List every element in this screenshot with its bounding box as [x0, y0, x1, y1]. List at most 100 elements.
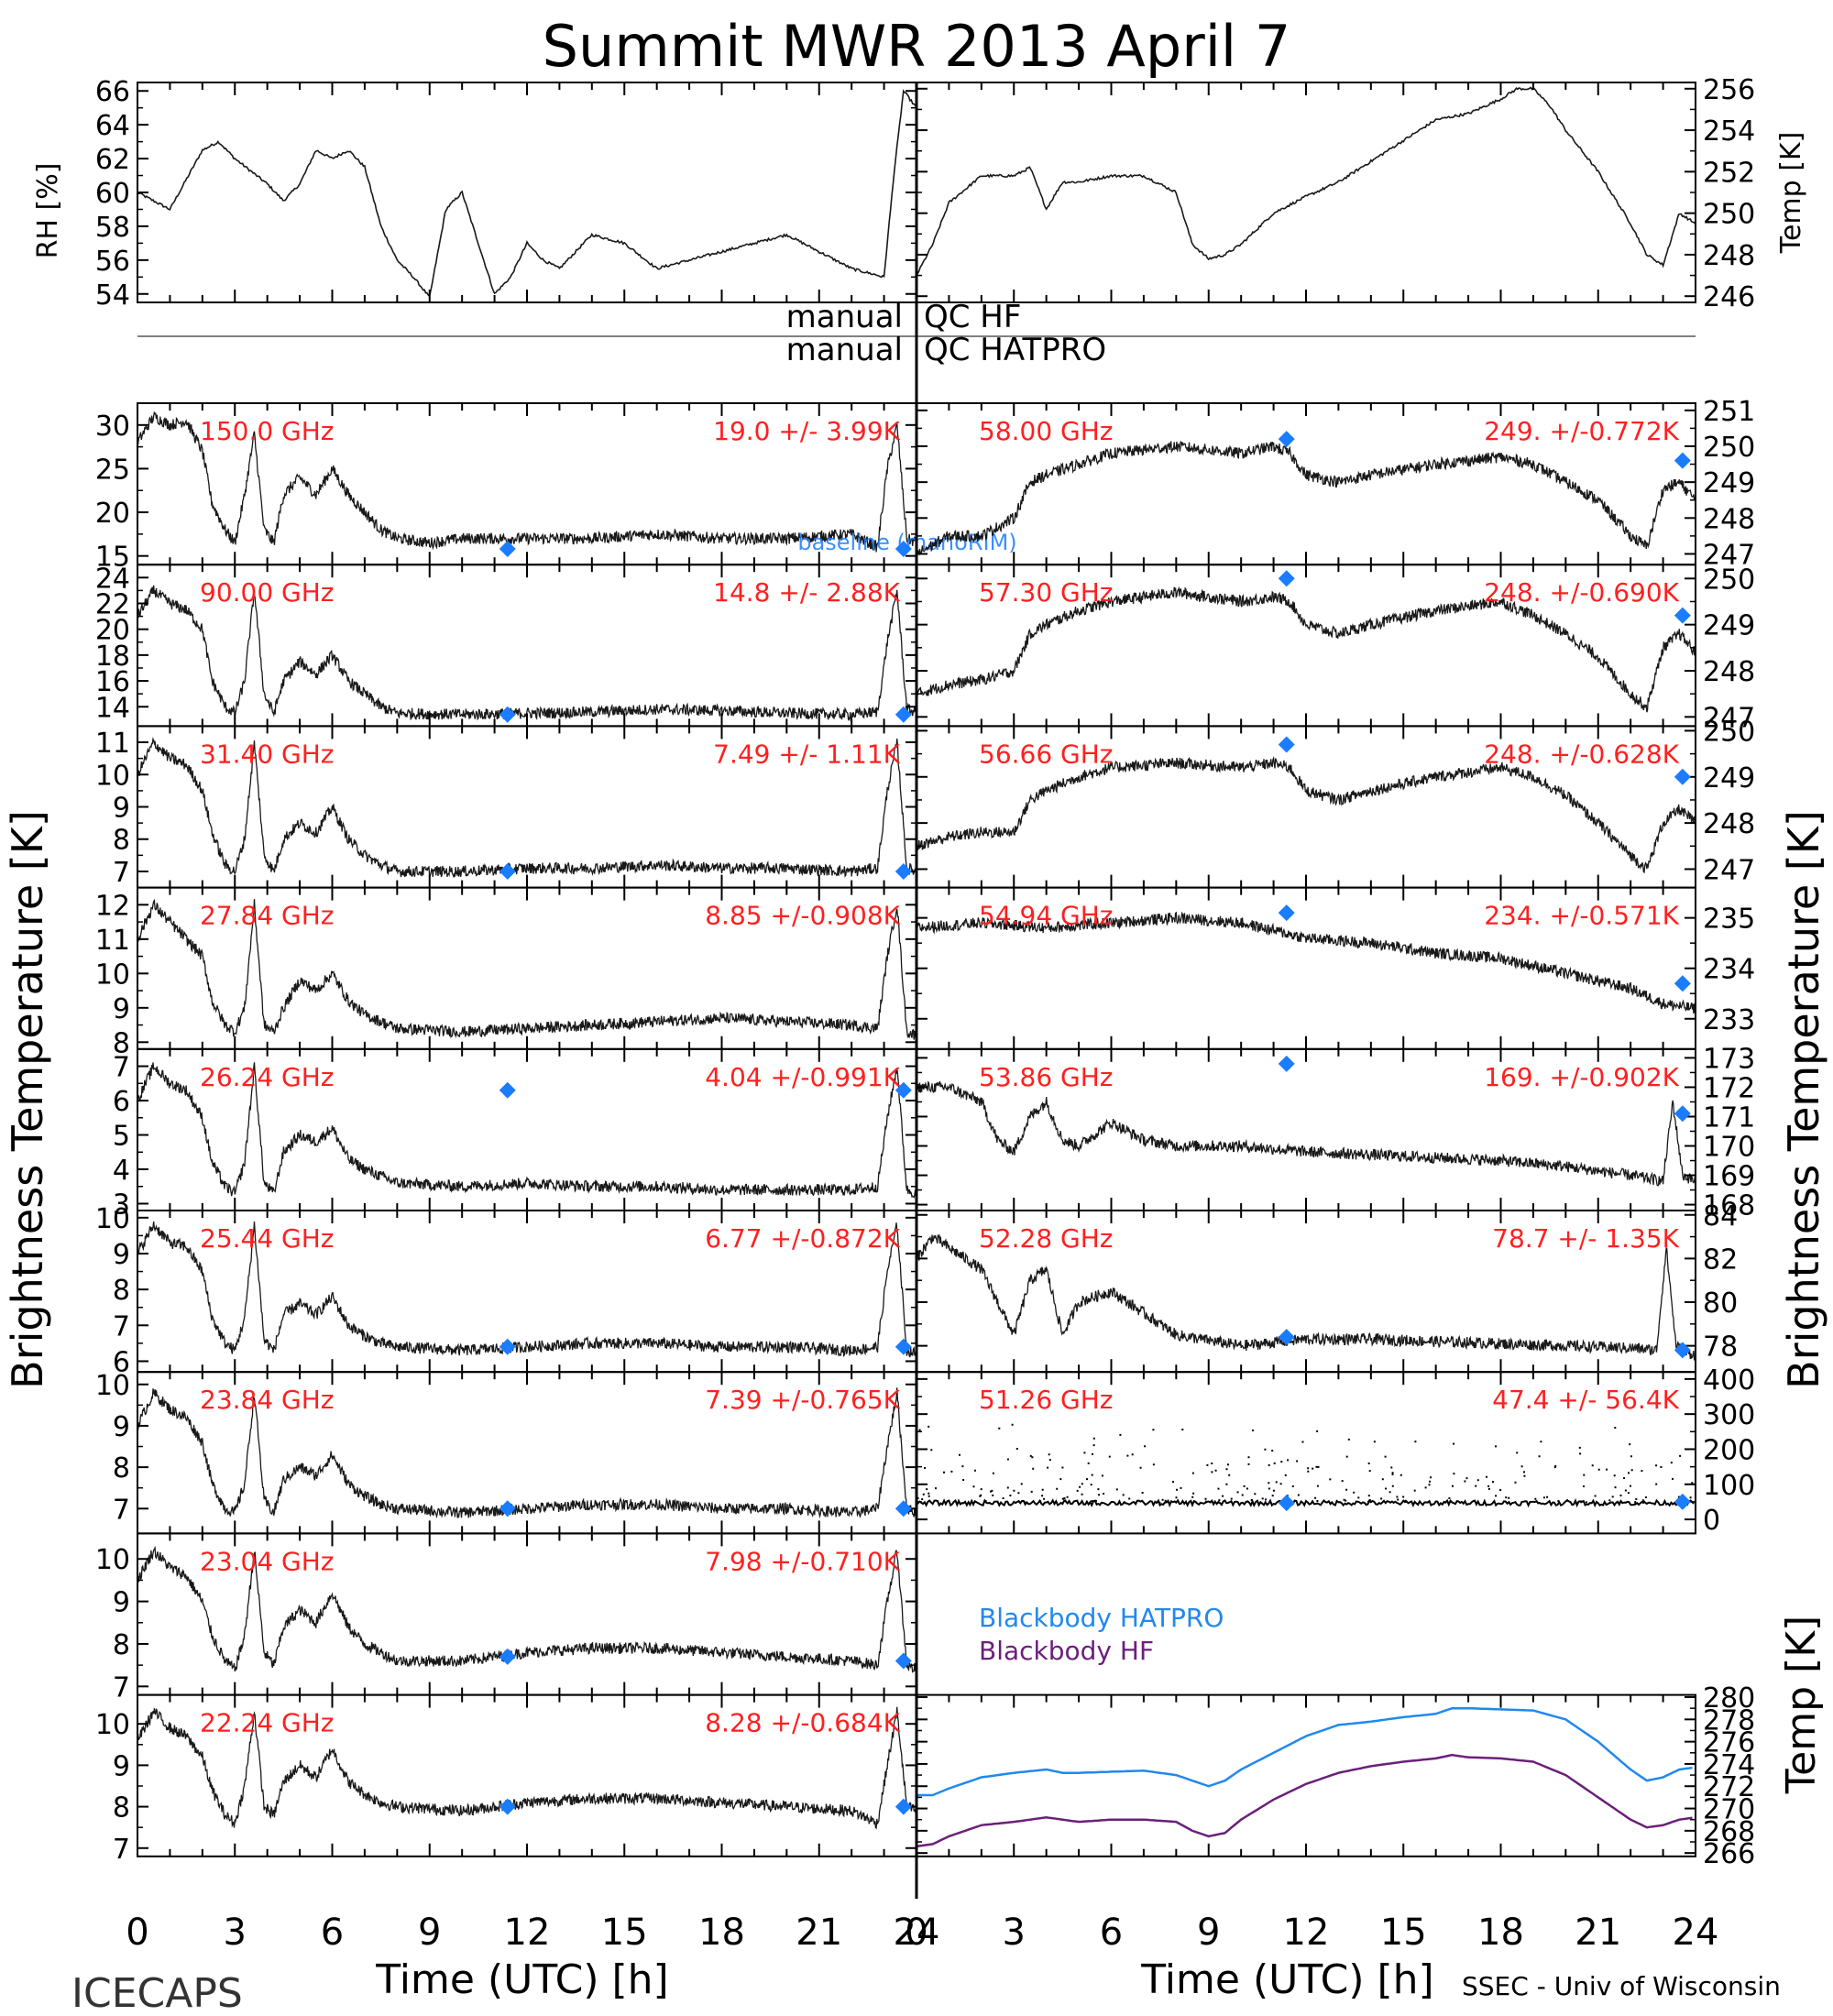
panel-temp-ytick-label: 254: [1703, 115, 1755, 148]
panel-bb-ytick-label: 270: [1703, 1794, 1755, 1826]
xtick-label-left: 9: [418, 1912, 441, 1954]
note-f150: baseline (manoRIM): [797, 530, 1016, 555]
trace-f56: [916, 755, 1696, 874]
xtick-label-right: 3: [1003, 1912, 1026, 1954]
stats-label-f52: 78.7 +/- 1.35K: [1492, 1223, 1679, 1254]
panel-f22-ytick-label: 7: [113, 1834, 130, 1866]
panel-rh-ytick-label: 56: [95, 246, 130, 278]
panel-f26-ytick-label: 4: [113, 1155, 130, 1187]
panel-bb-ytick-label: 268: [1703, 1816, 1755, 1848]
panel-temp-ytick-label: 256: [1703, 74, 1755, 106]
panel-f56-ytick-label: 250: [1703, 716, 1755, 748]
panel-f23_0: 7 8 9 10 23.04 GHz 7.98 +/-0.710K: [95, 1532, 917, 1704]
panel-f56-ytick-label: 248: [1703, 808, 1755, 840]
freq-label-f56: 56.66 GHz: [979, 739, 1114, 769]
marker-f150-0: [499, 541, 516, 558]
trace-f54: [916, 911, 1696, 1014]
stats-label-f58: 249. +/-0.772K: [1484, 416, 1679, 446]
xtick-label-left: 21: [796, 1912, 842, 1954]
marker-f54-0: [1278, 904, 1295, 922]
panel-f58-ytick-label: 250: [1703, 432, 1755, 464]
trace-f90: [137, 585, 916, 722]
marker-f22-1: [895, 1798, 912, 1815]
footer-icecaps: ICECAPS: [71, 1970, 243, 2016]
trace-f53: [916, 1080, 1696, 1187]
panel-f25-ytick-label: 7: [113, 1310, 130, 1342]
panel-f53-ytick-label: 169: [1703, 1161, 1755, 1193]
panel-f22-ytick-label: 10: [95, 1709, 130, 1741]
panel-f52-ytick-label: 84: [1703, 1200, 1738, 1233]
trace-f31: [137, 737, 916, 879]
panel-f54-ytick-label: 235: [1703, 904, 1755, 936]
xtick-label-right: 18: [1477, 1912, 1524, 1954]
panel-f56-ytick-label: 247: [1703, 854, 1755, 886]
panel-f52-ytick-label: 82: [1703, 1244, 1738, 1276]
panel-f27-ytick-label: 11: [95, 925, 130, 957]
xtick-label-left: 6: [321, 1912, 344, 1954]
panel-f90-ytick-label: 20: [95, 615, 130, 647]
temp-axis-label: Temp [K]: [1775, 132, 1807, 255]
panel-f31-ytick-label: 8: [113, 825, 130, 857]
panel-bb-ytick-label: 272: [1703, 1771, 1755, 1803]
panel-bb-ytick-label: 274: [1703, 1749, 1755, 1781]
panel-f51-ytick-label: 200: [1703, 1434, 1755, 1466]
marker-f26-1: [895, 1081, 912, 1099]
freq-label-f27: 27.84 GHz: [200, 901, 335, 931]
stats-label-f27: 8.85 +/-0.908K: [705, 901, 900, 931]
xtick-label-left: 15: [601, 1912, 648, 1954]
trace-f52: [916, 1233, 1696, 1361]
panel-f58-ytick-label: 247: [1703, 539, 1755, 571]
spikes-f51: [916, 1423, 1696, 1504]
stats-label-f22: 8.28 +/-0.684K: [705, 1708, 900, 1738]
panel-f56: 247 248 249 250 56.66 GHz 248. +/-0.628K: [916, 716, 1755, 889]
freq-label-f25: 25.44 GHz: [200, 1223, 335, 1254]
panel-bb-ytick-label: 278: [1703, 1704, 1755, 1737]
marker-f150-1: [895, 541, 912, 558]
panel-f25: 6 78 9 10 25.44 GHz 6.77 +/-0.872K: [95, 1203, 917, 1378]
panel-f52-ytick-label: 78: [1703, 1331, 1738, 1364]
panel-f51-ytick-label: 0: [1703, 1505, 1720, 1537]
panel-f22-ytick-label: 8: [113, 1792, 130, 1824]
panel-f57_3-ytick-label: 247: [1703, 702, 1755, 734]
panel-f56-ytick-label: 249: [1703, 762, 1755, 794]
panel-f26-ytick-label: 3: [113, 1189, 130, 1222]
freq-label-f54: 54.94 GHz: [979, 901, 1114, 931]
right-y-axis-label: Brightness Temperature [K]: [1779, 810, 1828, 1389]
marker-f51-0: [1278, 1495, 1295, 1512]
stats-label-f56: 248. +/-0.628K: [1484, 739, 1679, 769]
panel-f23_0-ytick-label: 10: [95, 1544, 130, 1576]
panel-bb-ytick-label: 266: [1703, 1838, 1755, 1870]
panel-temp-ytick-label: 248: [1703, 240, 1755, 272]
rh-axis-label: RH [%]: [32, 163, 64, 259]
panel-f27-ytick-label: 8: [113, 1027, 130, 1059]
marker-f31-1: [895, 862, 912, 880]
trace-f58: [916, 441, 1696, 557]
panel-f26-ytick-label: 5: [113, 1121, 130, 1153]
xtick-label-right: 24: [1673, 1912, 1719, 1954]
panel-rh-ytick-label: 60: [95, 178, 130, 210]
marker-f52-1: [1674, 1342, 1691, 1359]
panel-f54: 233 234 235 54.94 GHz 234. +/-0.571K: [916, 886, 1755, 1050]
panel-f31-ytick-label: 11: [95, 728, 130, 760]
panel-f52: 78 80 82 84 52.28 GHz 78.7 +/- 1.35K: [916, 1200, 1738, 1374]
panel-f23_0-ytick-label: 8: [113, 1629, 130, 1661]
marker-f57_3-1: [1674, 607, 1691, 624]
panel-temp-ytick-label: 252: [1703, 157, 1755, 189]
xtick-label-left: 18: [698, 1912, 745, 1954]
series-blackbody-hatpro: [916, 1706, 1693, 1797]
marker-f23_8-1: [895, 1500, 912, 1517]
panel-f27-ytick-label: 12: [95, 890, 130, 922]
stats-label-f23_8: 7.39 +/-0.765K: [705, 1385, 900, 1415]
panel-f90-ytick-label: 24: [95, 563, 130, 595]
stats-label-f150: 19.0 +/- 3.99K: [713, 416, 900, 446]
panel-bb-ytick-label: 276: [1703, 1727, 1755, 1759]
panel-f26-ytick-label: 7: [113, 1052, 130, 1084]
legend-blackbody-hatpro: Blackbody HATPRO: [979, 1603, 1224, 1633]
marker-f58-0: [1278, 431, 1295, 448]
marker-f57_3-0: [1278, 570, 1295, 587]
freq-label-f31: 31.40 GHz: [200, 739, 335, 769]
qc-hatpro-prefix: manual: [786, 332, 903, 368]
marker-f51-1: [1674, 1493, 1691, 1510]
